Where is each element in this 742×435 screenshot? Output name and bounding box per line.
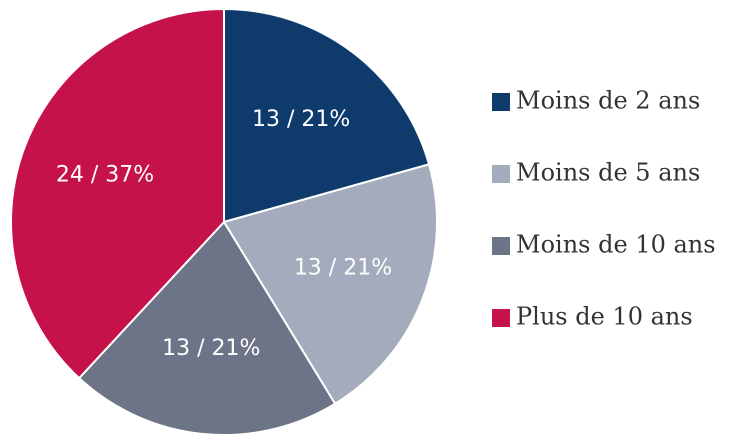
legend-label: Moins de 5 ans [516,159,700,187]
pie-slice [10,7,225,380]
slice-label: 13 / 21% [294,256,392,281]
legend-label: Moins de 10 ans [516,231,716,259]
slice-label: 24 / 37% [56,162,154,187]
legend-swatch [492,309,510,327]
legend-swatch [492,237,510,255]
pie-slice [222,163,438,406]
legend-label: Plus de 10 ans [516,303,693,331]
slice-label: 13 / 21% [162,336,260,361]
legend-swatch [492,93,510,111]
pie-slice [77,220,337,435]
pie-slice [223,7,431,224]
slice-label: 13 / 21% [252,107,350,132]
legend-label: Moins de 2 ans [516,87,700,115]
legend-swatch [492,165,510,183]
